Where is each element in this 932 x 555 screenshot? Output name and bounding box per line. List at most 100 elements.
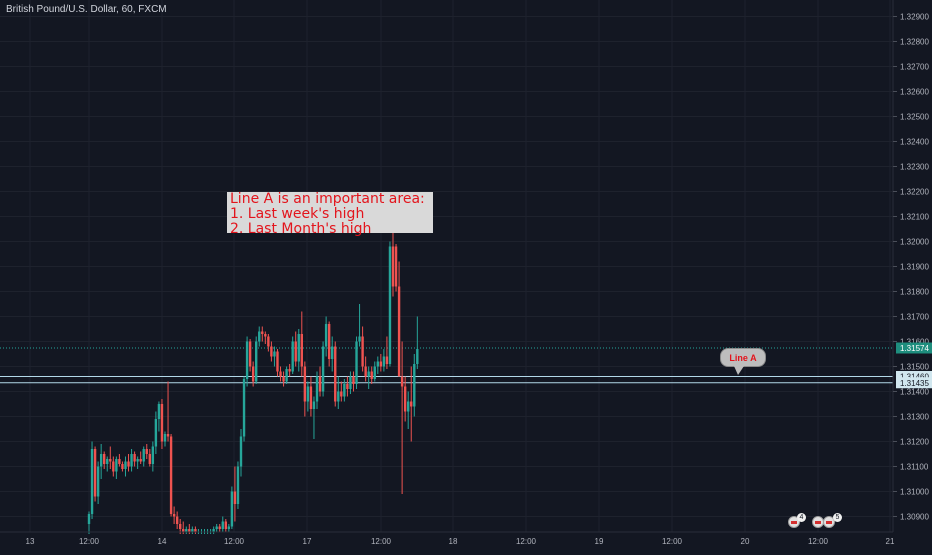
candle-body [242, 379, 246, 437]
candle-body [288, 369, 291, 372]
candle [172, 506, 176, 524]
candle [160, 399, 164, 449]
price-tick-label: 1.32000 [900, 238, 929, 247]
price-tick-label: 1.32500 [900, 113, 929, 122]
candle [367, 366, 370, 389]
candle [300, 311, 303, 377]
candle [151, 441, 155, 472]
time-axis[interactable]: 13 12:00 14 12:00 17 12:00 18 12:00 19 12:00 20 12:… [0, 531, 895, 546]
candle [312, 396, 316, 439]
candle-body [145, 449, 148, 454]
candle [118, 454, 121, 467]
candle [324, 316, 328, 357]
candle-body [130, 454, 133, 467]
candle-body [312, 401, 316, 409]
candle-body [364, 366, 367, 377]
flag-icon[interactable] [823, 516, 835, 528]
price-tick-label: 1.31500 [900, 363, 929, 372]
candle [239, 429, 243, 477]
time-tick-label: 18 [449, 537, 458, 546]
candle-body [99, 454, 103, 467]
candle [403, 376, 407, 422]
candle [106, 456, 109, 472]
candle-body [331, 346, 334, 359]
candle-body [255, 341, 258, 382]
candle-body [261, 331, 264, 334]
candle-body [264, 334, 267, 337]
candle-body [397, 286, 401, 377]
candle-body [194, 529, 197, 532]
price-axis[interactable]: 1.32900 1.32800 1.32700 1.32600 1.32500 1.324… [892, 0, 929, 532]
candle-body [233, 491, 237, 504]
candle [154, 411, 158, 454]
candle-body [376, 361, 379, 367]
price-tick-label: 1.32100 [900, 213, 929, 222]
candle [413, 354, 416, 417]
line-a-callout[interactable]: Line A [720, 348, 766, 367]
candle [321, 341, 325, 397]
candle-body [297, 334, 300, 362]
candle-body [340, 391, 343, 397]
candle-body [157, 404, 161, 419]
candle [103, 451, 106, 469]
candle-body [227, 526, 231, 529]
candle [370, 366, 373, 384]
candle-body [166, 434, 170, 437]
candles [87, 201, 419, 534]
candle-body [291, 341, 294, 372]
time-tick-label: 13 [26, 537, 35, 546]
time-tick-label: 17 [303, 537, 312, 546]
candle [267, 334, 270, 352]
price-badge: 1.31435 [896, 377, 932, 389]
candle-body [300, 334, 303, 367]
candle [358, 304, 361, 347]
candle-body [309, 386, 313, 409]
candle-body [118, 459, 121, 464]
candle-body [382, 356, 386, 367]
candle-body [270, 346, 273, 357]
candle [127, 454, 130, 472]
candle-body [349, 376, 352, 389]
candle-body [124, 461, 127, 469]
callout-tail [734, 366, 744, 375]
candle-body [109, 459, 112, 462]
candle-body [337, 391, 340, 402]
candle-body [172, 514, 176, 517]
candle-body [151, 446, 155, 464]
text-annotation[interactable]: Line A is an important area: 1. Last wee… [227, 192, 433, 237]
candle-body [93, 449, 97, 497]
candle [230, 486, 234, 529]
candle [212, 526, 215, 534]
candle [145, 444, 148, 459]
candle [124, 456, 127, 477]
candle-body [87, 514, 91, 524]
candle [133, 451, 136, 467]
candle-body [115, 459, 118, 472]
candle [361, 326, 364, 372]
price-tick-label: 1.31800 [900, 288, 929, 297]
price-tick-label: 1.32700 [900, 63, 929, 72]
candle [264, 331, 267, 344]
candle-body [160, 404, 164, 442]
candle [303, 361, 307, 417]
candle [185, 526, 188, 534]
candle-body [139, 459, 142, 462]
candle [191, 526, 194, 534]
candle-body [191, 529, 194, 532]
candle [279, 366, 282, 382]
candle [346, 376, 349, 397]
candle [291, 336, 294, 374]
price-tick-label: 1.32200 [900, 188, 929, 197]
price-badge-bg [896, 371, 932, 382]
candle-body [188, 529, 191, 532]
candle [315, 371, 319, 409]
candle-body [394, 246, 398, 287]
candle [285, 366, 288, 384]
price-tick-label: 1.32300 [900, 163, 929, 172]
candle-body [279, 371, 282, 377]
candle [261, 326, 264, 342]
price-tick-label: 1.31200 [900, 438, 929, 447]
